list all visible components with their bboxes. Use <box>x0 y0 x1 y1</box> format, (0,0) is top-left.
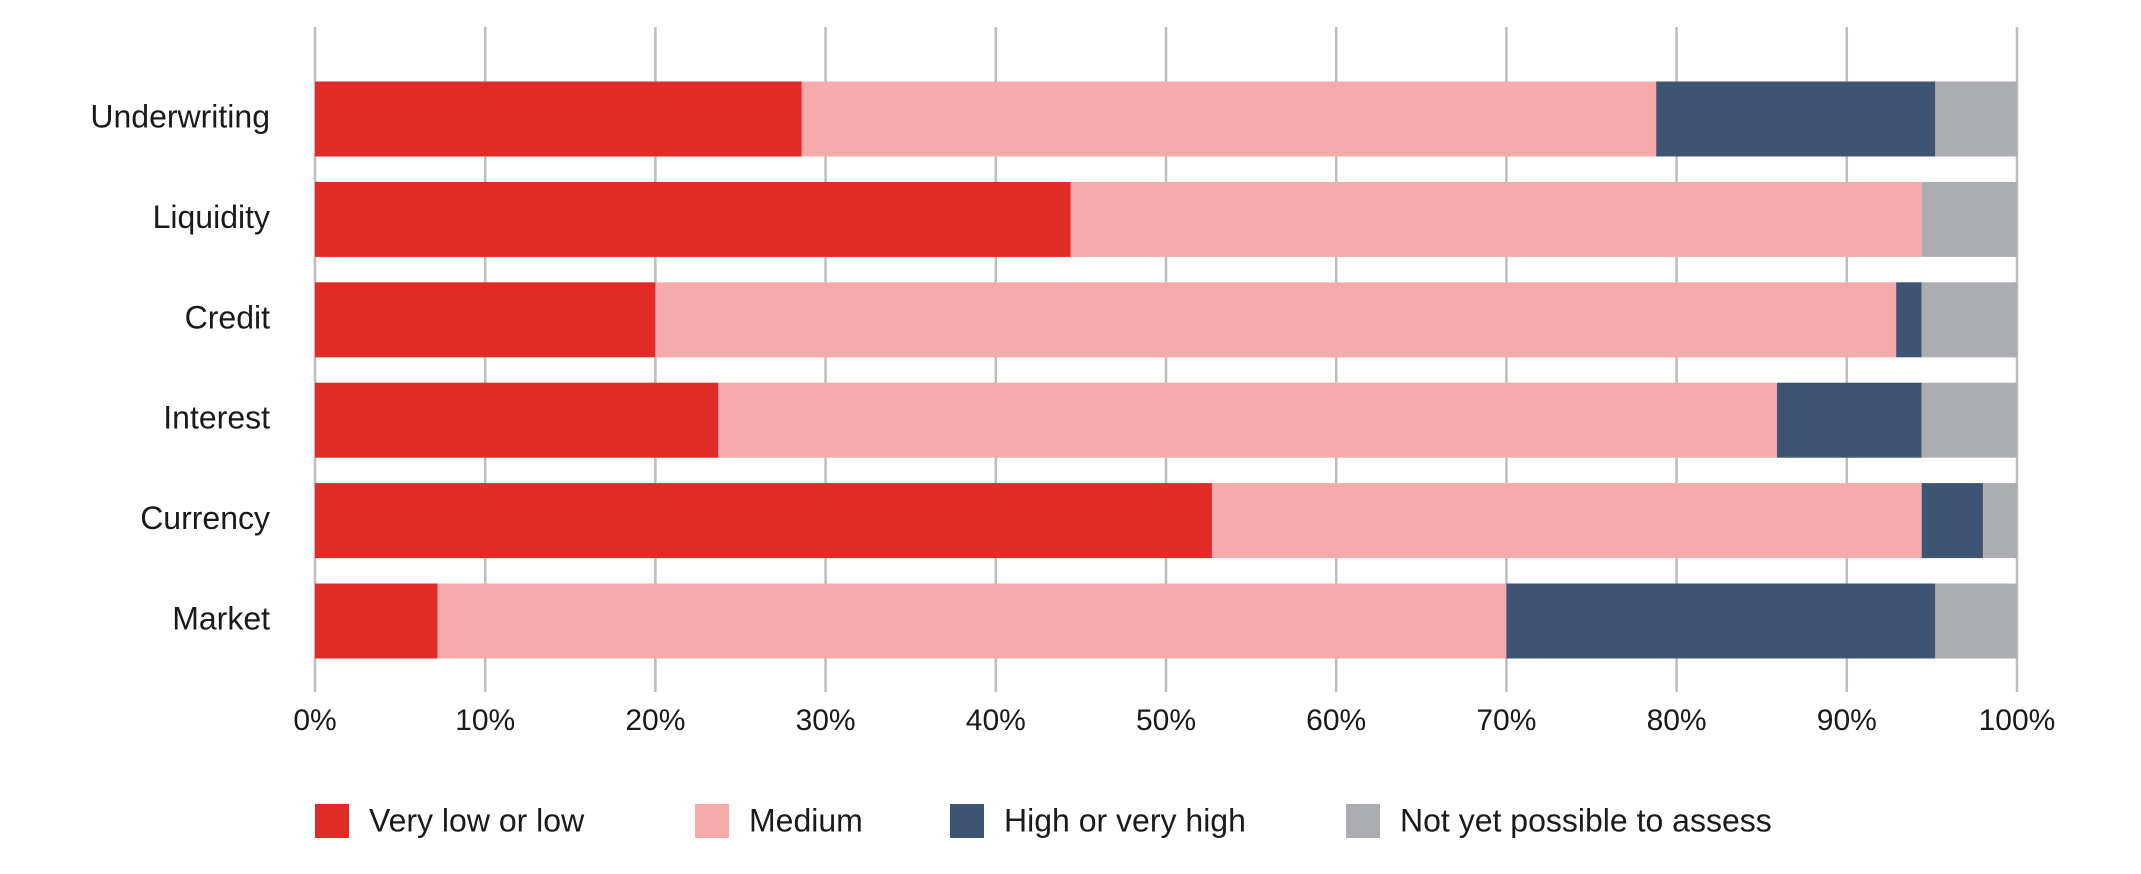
legend-swatch <box>695 804 729 838</box>
x-tick-label: 90% <box>1817 704 1877 737</box>
bar-segment <box>315 382 719 458</box>
x-tick-label: 30% <box>796 704 856 737</box>
bar-segment <box>1921 282 2017 358</box>
bar-segment <box>1935 81 2017 157</box>
bar-segment <box>1921 382 2017 458</box>
legend-swatch <box>315 804 349 838</box>
y-tick-label: Interest <box>163 400 270 436</box>
x-tick-label: 0% <box>293 704 336 737</box>
bar-segment <box>1656 81 1936 157</box>
bar-segment <box>1506 583 1936 659</box>
legend-swatch <box>1346 804 1380 838</box>
x-tick-label: 40% <box>966 704 1026 737</box>
x-tick-label: 10% <box>455 704 515 737</box>
legend-label: Medium <box>749 802 863 838</box>
y-tick-label: Market <box>172 600 270 636</box>
legend-label: Very low or low <box>369 802 585 838</box>
x-tick-label: 60% <box>1306 704 1366 737</box>
bar-segment <box>655 282 1897 358</box>
y-tick-label: Credit <box>185 299 270 335</box>
bar-segment <box>315 282 656 358</box>
x-tick-label: 70% <box>1476 704 1536 737</box>
y-tick-label: Underwriting <box>90 98 270 134</box>
x-tick-label: 20% <box>625 704 685 737</box>
x-tick-label: 100% <box>1979 704 2056 737</box>
legend-label: Not yet possible to assess <box>1400 802 1772 838</box>
y-tick-label: Currency <box>140 500 270 536</box>
legend-label: High or very high <box>1004 802 1246 838</box>
bar-segment <box>315 181 1071 257</box>
bar-segment <box>315 483 1212 559</box>
bar-segment <box>1777 382 1922 458</box>
y-tick-label: Liquidity <box>153 199 270 235</box>
bar-segment <box>437 583 1507 659</box>
bar-segment <box>1070 181 1922 257</box>
bar-segment <box>718 382 1778 458</box>
bar-segment <box>1211 483 1922 559</box>
x-tick-label: 80% <box>1647 704 1707 737</box>
x-tick-label: 50% <box>1136 704 1196 737</box>
bar-segment <box>801 81 1657 157</box>
bar-segment <box>1982 483 2017 559</box>
bar-segment <box>1896 282 1922 358</box>
bar-segment <box>315 583 438 659</box>
bar-segment <box>1935 583 2017 659</box>
bar-segment <box>1921 483 1983 559</box>
legend-swatch <box>950 804 984 838</box>
bar-segment <box>1921 181 2017 257</box>
bar-segment <box>315 81 802 157</box>
